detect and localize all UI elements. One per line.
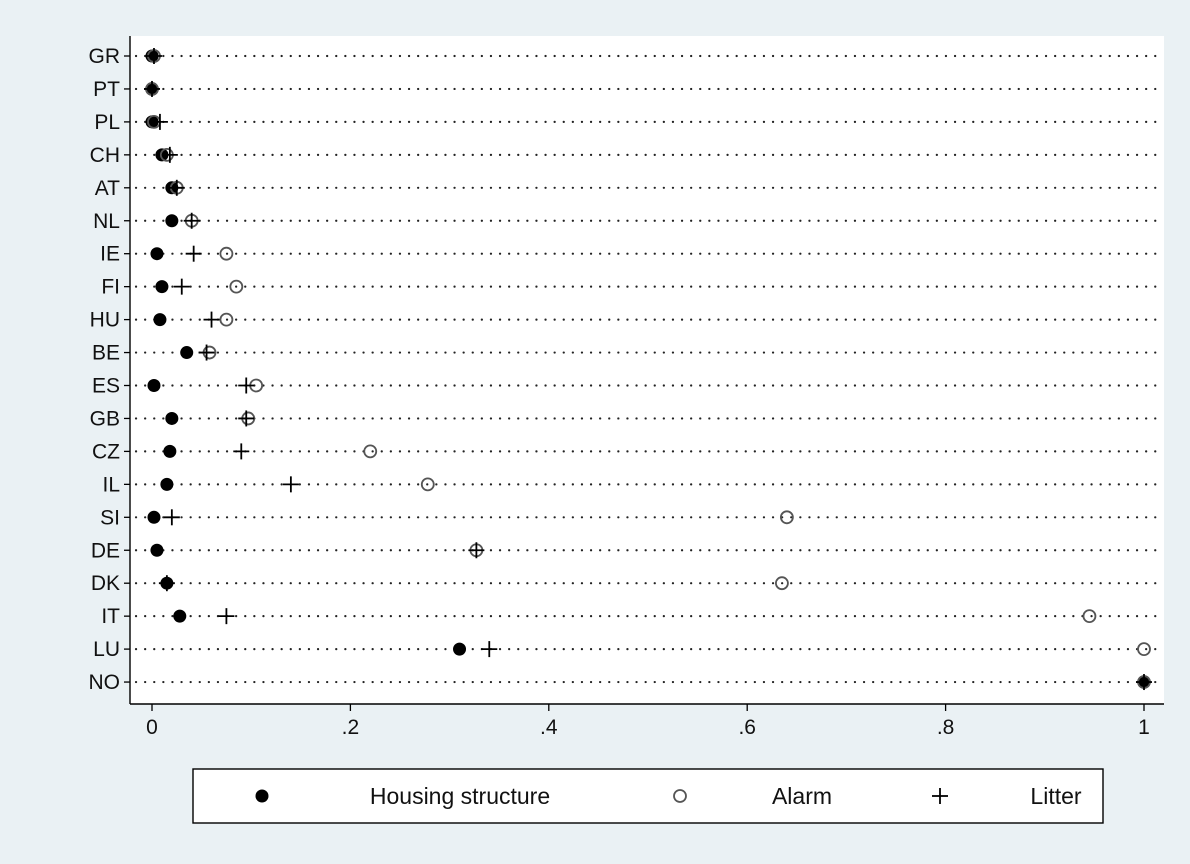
x-tick-label: .8 [937, 716, 955, 739]
x-tick-label: .2 [342, 716, 360, 739]
legend-box [192, 768, 1104, 824]
y-tick-label: ES [92, 375, 120, 398]
y-tick-label: GR [89, 45, 121, 68]
y-tick-label: DE [91, 539, 120, 562]
y-tick-label: DK [91, 572, 120, 595]
y-tick-label: IT [101, 605, 120, 628]
point-litter [163, 509, 180, 526]
point-housing-structure [147, 510, 161, 524]
point-litter [233, 443, 250, 460]
point-litter [238, 410, 255, 427]
x-tick-label: 0 [146, 716, 158, 739]
x-tick-label: 1 [1138, 716, 1150, 739]
point-litter [1136, 674, 1152, 691]
point-housing-structure [150, 543, 164, 557]
legend-marker [932, 788, 948, 804]
point-litter [151, 113, 168, 130]
point-litter [183, 212, 200, 229]
legend-marker [255, 789, 269, 803]
point-litter [185, 245, 202, 262]
y-tick-label: FI [101, 276, 120, 299]
point-housing-structure [155, 280, 169, 294]
point-housing-structure [153, 313, 167, 327]
y-tick-label: SI [100, 506, 120, 529]
y-tick-label: HU [90, 309, 120, 332]
point-alarm [1137, 642, 1151, 656]
point-housing-structure [173, 609, 187, 623]
legend-label: Litter [1030, 783, 1081, 809]
y-tick-label: CZ [92, 440, 120, 463]
legend-label: Alarm [772, 783, 832, 809]
legend: Housing structure Alarm Litter [192, 768, 1104, 824]
y-tick-label: NL [93, 210, 120, 233]
y-tick-label: IE [100, 243, 120, 266]
point-litter [238, 377, 255, 394]
point-alarm [219, 246, 234, 261]
point-litter [145, 48, 162, 64]
point-alarm [775, 576, 789, 591]
legend-marker [673, 789, 687, 803]
point-housing-structure [165, 214, 179, 228]
point-alarm [363, 444, 378, 459]
point-litter [158, 575, 175, 592]
point-housing-structure [165, 411, 179, 425]
point-litter [198, 344, 215, 361]
y-tick-label: PT [93, 78, 120, 101]
point-litter [173, 278, 190, 295]
y-tick-label: PL [94, 111, 120, 134]
point-housing-structure [160, 477, 174, 491]
point-housing-structure [150, 247, 164, 261]
y-tick-label: AT [95, 177, 120, 200]
y-tick-label: LU [93, 638, 120, 661]
point-alarm [219, 312, 234, 327]
point-alarm [1082, 609, 1097, 624]
point-housing-structure [453, 642, 467, 656]
point-litter [282, 476, 299, 493]
y-tick-label: BE [92, 342, 120, 365]
point-housing-structure [180, 346, 194, 360]
point-housing-structure [163, 444, 177, 458]
y-tick-label: NO [89, 671, 121, 694]
point-alarm [229, 279, 244, 294]
plot-area [130, 36, 1164, 704]
point-litter [468, 542, 485, 559]
point-alarm [779, 510, 794, 525]
point-litter [203, 311, 220, 328]
y-tick-label: CH [90, 144, 120, 167]
legend-label: Housing structure [370, 783, 550, 809]
y-tick-label: IL [102, 473, 120, 496]
point-litter [218, 608, 235, 625]
point-litter [168, 179, 185, 196]
point-litter [161, 146, 178, 163]
data-marks [144, 48, 1152, 691]
point-alarm [420, 477, 435, 492]
x-tick-label: .4 [540, 716, 558, 739]
x-tick-label: .6 [738, 716, 756, 739]
point-litter [144, 80, 160, 97]
y-tick-label: GB [90, 407, 120, 430]
axes: GR PT PL CH AT NL IE FI HU BE ES GB CZ IL SI DE DK IT LU NO… [89, 36, 1164, 739]
point-housing-structure [147, 379, 161, 392]
point-litter [481, 641, 498, 658]
